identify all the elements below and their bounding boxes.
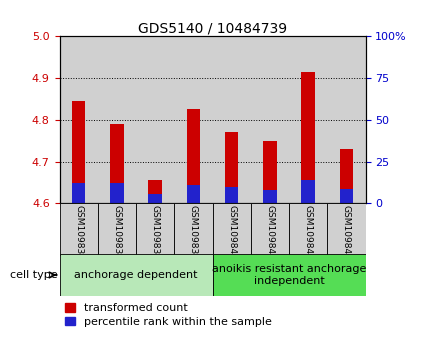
Bar (263, 190, 277, 203)
Text: GSM1098400: GSM1098400 (227, 205, 236, 265)
Bar (340, 189, 353, 203)
Bar (251, 36, 289, 203)
Bar (212, 203, 251, 256)
Bar (212, 36, 251, 203)
Bar (174, 203, 212, 256)
Bar (60, 203, 98, 256)
Bar (301, 72, 315, 203)
Bar (136, 36, 174, 203)
Bar (148, 180, 162, 203)
Text: GSM1098396: GSM1098396 (74, 205, 83, 266)
Bar (225, 132, 238, 203)
Bar (110, 183, 124, 203)
Text: anchorage dependent: anchorage dependent (74, 270, 198, 280)
Text: GSM1098402: GSM1098402 (303, 205, 313, 265)
Bar (301, 180, 315, 203)
Bar (289, 203, 327, 256)
Bar (289, 36, 327, 203)
Bar (110, 124, 124, 203)
Bar (225, 187, 238, 203)
Bar (60, 36, 98, 203)
Bar (340, 149, 353, 203)
Text: GSM1098397: GSM1098397 (112, 205, 122, 266)
Bar (148, 194, 162, 203)
Bar (60, 254, 212, 296)
Bar (174, 36, 212, 203)
Text: GSM1098399: GSM1098399 (189, 205, 198, 266)
Bar (98, 203, 136, 256)
Bar (212, 254, 366, 296)
Title: GDS5140 / 10484739: GDS5140 / 10484739 (138, 21, 287, 35)
Bar (72, 183, 85, 203)
Bar (263, 142, 277, 203)
Bar (327, 36, 366, 203)
Bar (187, 109, 200, 203)
Bar (187, 185, 200, 203)
Text: GSM1098401: GSM1098401 (265, 205, 275, 265)
Bar (136, 203, 174, 256)
Text: cell type: cell type (10, 270, 57, 280)
Bar (327, 203, 366, 256)
Legend: transformed count, percentile rank within the sample: transformed count, percentile rank withi… (65, 303, 272, 327)
Text: GSM1098403: GSM1098403 (342, 205, 351, 265)
Bar (72, 101, 85, 203)
Text: anoikis resistant anchorage
independent: anoikis resistant anchorage independent (212, 264, 366, 286)
Text: GSM1098398: GSM1098398 (150, 205, 160, 266)
Bar (251, 203, 289, 256)
Bar (98, 36, 136, 203)
